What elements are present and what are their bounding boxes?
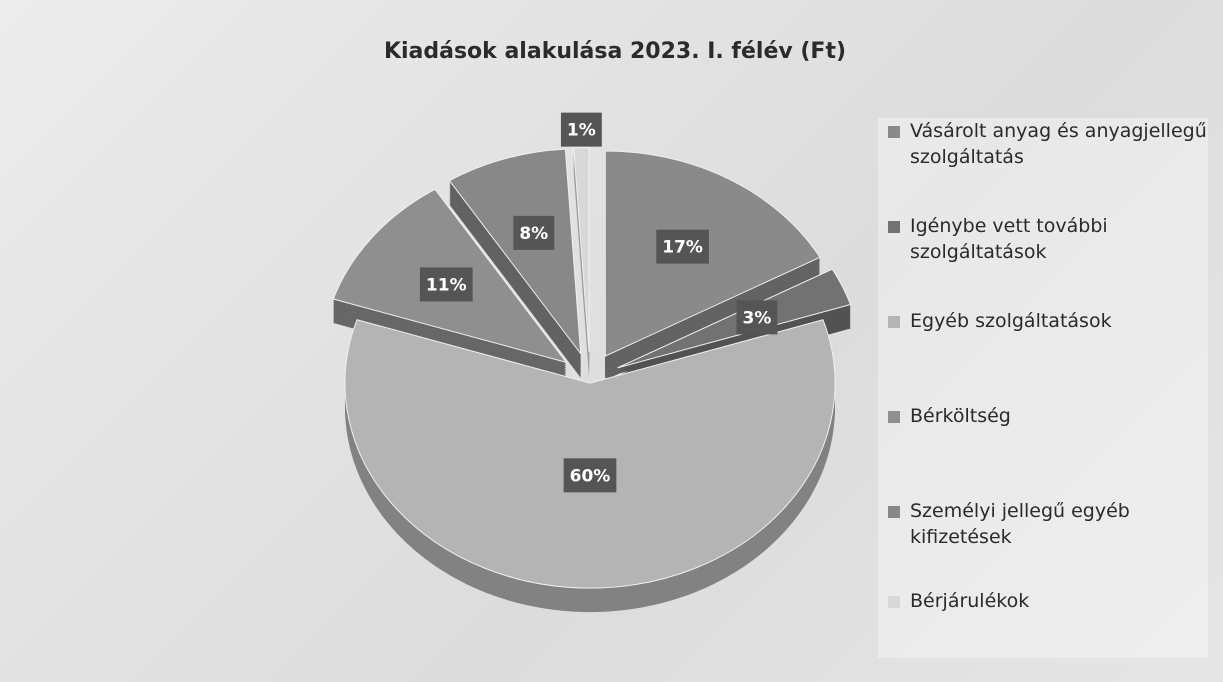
legend-label: Bérköltség	[910, 405, 1011, 427]
data-label: 60%	[563, 458, 617, 493]
data-label: 3%	[736, 300, 778, 335]
slice	[344, 319, 836, 589]
legend-swatch	[888, 316, 900, 328]
data-label: 11%	[419, 267, 473, 302]
slice	[604, 150, 821, 357]
legend-label: Bérjárulékok	[910, 590, 1030, 612]
data-label-box	[656, 229, 709, 264]
legend-label: Egyéb szolgáltatások	[910, 310, 1112, 332]
legend-swatch	[888, 411, 900, 423]
data-label-text: 60%	[570, 466, 611, 486]
slice	[448, 148, 582, 356]
data-label-text: 8%	[519, 224, 548, 244]
slice	[573, 147, 590, 353]
chart-title: Kiadások alakulása 2023. I. félév (Ft)	[384, 39, 846, 64]
legend-item: Egyéb szolgáltatások	[888, 308, 1223, 334]
legend-label: Igénybe vett további szolgáltatások	[910, 215, 1108, 263]
legend-swatch	[888, 506, 900, 518]
legend-label: Személyi jellegű egyéb kifizetések	[910, 500, 1130, 548]
data-label: 8%	[513, 215, 555, 250]
legend-swatch	[888, 221, 900, 233]
data-label-box	[563, 458, 617, 493]
data-label-text: 17%	[662, 238, 703, 258]
data-label-box	[736, 300, 778, 335]
legend-item: Bérköltség	[888, 403, 1223, 429]
legend-item: Bérjárulékok	[888, 588, 1223, 614]
legend-item: Vásárolt anyag és anyagjellegű szolgálta…	[888, 118, 1223, 170]
legend-label: Vásárolt anyag és anyagjellegű szolgálta…	[910, 120, 1207, 168]
legend-swatch	[888, 126, 900, 138]
data-label-text: 3%	[743, 308, 772, 328]
data-label-text: 11%	[426, 275, 467, 295]
slice	[617, 268, 852, 369]
legend-item: Igénybe vett további szolgáltatások	[888, 213, 1223, 265]
legend: Vásárolt anyag és anyagjellegű szolgálta…	[878, 118, 1208, 658]
data-label-box	[513, 215, 555, 250]
legend-swatch	[888, 596, 900, 608]
legend-item: Személyi jellegű egyéb kifizetések	[888, 498, 1223, 550]
data-label: 17%	[656, 229, 709, 264]
data-label-text: 1%	[567, 121, 596, 141]
data-label-box	[419, 267, 473, 302]
data-label: 1%	[560, 112, 602, 147]
data-label-box	[560, 112, 602, 147]
